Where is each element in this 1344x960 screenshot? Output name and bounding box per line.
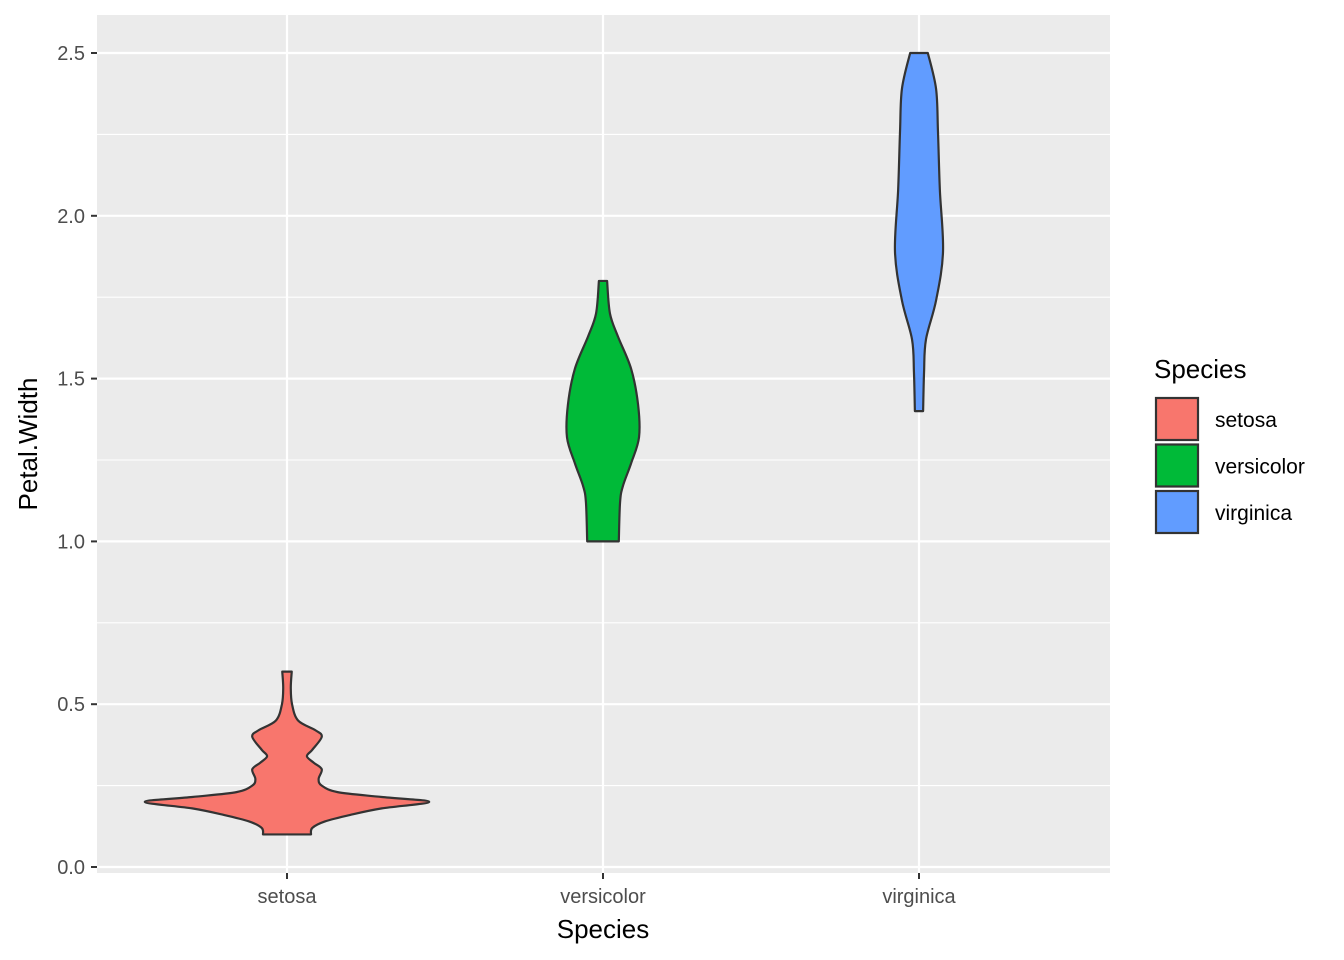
legend-title: Species bbox=[1154, 354, 1247, 384]
y-tick-label: 2.0 bbox=[57, 206, 85, 228]
y-tick-label: 0.0 bbox=[57, 857, 85, 879]
x-axis-title: Species bbox=[557, 914, 650, 944]
legend-label: versicolor bbox=[1215, 456, 1305, 479]
violin-virginica bbox=[893, 51, 945, 413]
x-tick-label: virginica bbox=[882, 886, 956, 908]
legend-key-virginica bbox=[1154, 489, 1200, 535]
violin-setosa bbox=[143, 670, 431, 836]
x-tick-label: setosa bbox=[258, 886, 318, 908]
legend-key-setosa bbox=[1154, 396, 1200, 442]
legend-label: setosa bbox=[1215, 409, 1277, 432]
y-tick-label: 0.5 bbox=[57, 694, 85, 716]
y-tick-label: 1.5 bbox=[57, 369, 85, 391]
legend: Species setosa versicolor virginica bbox=[1154, 354, 1305, 535]
x-axis: setosa versicolor virginica bbox=[258, 873, 957, 908]
y-axis: 0.0 0.5 1.0 1.5 2.0 2.5 bbox=[57, 43, 97, 879]
y-axis-title: Petal.Width bbox=[13, 378, 43, 511]
violins bbox=[143, 51, 945, 836]
legend-label: virginica bbox=[1215, 502, 1292, 525]
x-tick-label: versicolor bbox=[560, 886, 646, 908]
y-tick-label: 1.0 bbox=[57, 531, 85, 553]
y-tick-label: 2.5 bbox=[57, 43, 85, 65]
violin-versicolor bbox=[565, 279, 641, 543]
legend-key-versicolor bbox=[1154, 443, 1200, 488]
